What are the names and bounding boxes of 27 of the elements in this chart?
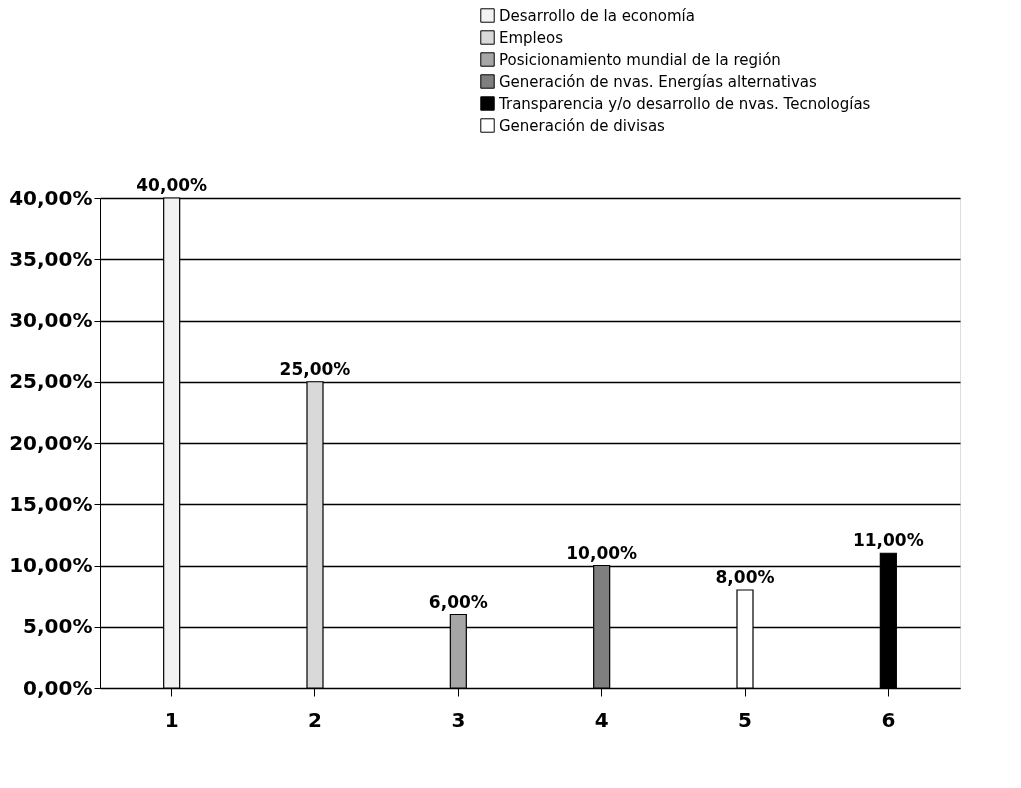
data-label: 8,00%: [715, 567, 775, 587]
data-label: 25,00%: [279, 358, 351, 379]
data-label: 10,00%: [566, 542, 638, 563]
data-label: 40,00%: [136, 175, 208, 195]
x-tick-label: 3: [451, 707, 466, 732]
x-tick-label: 6: [881, 707, 896, 732]
y-tick-label: 35,00%: [9, 246, 93, 271]
legend-label: Transparencia y/o desarrollo de nvas. Tecnologías: [498, 94, 871, 113]
data-label: 11,00%: [852, 530, 924, 551]
legend-label: Generación de nvas. Energías alternativas: [499, 72, 818, 91]
legend-label: Desarrollo de la economía: [499, 6, 695, 25]
legend-label: Empleos: [499, 28, 564, 47]
x-tick-label: 2: [308, 707, 322, 732]
y-tick-label: 20,00%: [9, 430, 93, 455]
y-tick-label: 40,00%: [9, 185, 93, 210]
legend-label: Generación de divisas: [499, 116, 666, 135]
y-tick-label: 5,00%: [23, 614, 93, 639]
y-tick-label: 25,00%: [9, 369, 93, 394]
y-tick-label: 10,00%: [9, 553, 93, 577]
y-tick-label: 15,00%: [9, 491, 93, 516]
x-tick-label: 1: [164, 707, 179, 732]
x-tick-label: 5: [738, 707, 752, 732]
legend-label: Posicionamiento mundial de la región: [499, 50, 781, 69]
y-tick-label: 0,00%: [23, 675, 93, 700]
data-label: 6,00%: [428, 591, 488, 612]
y-tick-label: 30,00%: [9, 308, 93, 332]
x-tick-label: 4: [594, 707, 609, 732]
